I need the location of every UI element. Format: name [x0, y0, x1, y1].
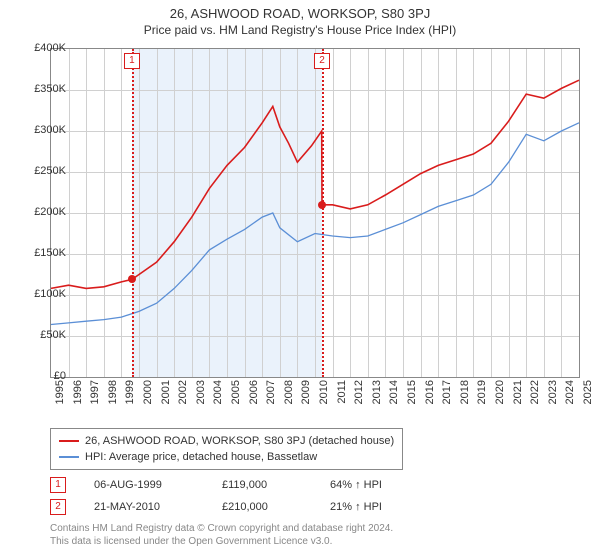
- event-pct: 64% ↑ HPI: [330, 479, 420, 491]
- chart-svg: [51, 49, 579, 377]
- x-tick-label: 2009: [300, 380, 312, 420]
- title-sub: Price paid vs. HM Land Registry's House …: [0, 23, 600, 37]
- footer-line: Contains HM Land Registry data © Crown c…: [50, 522, 393, 535]
- x-tick-label: 2024: [564, 380, 576, 420]
- chart-plot-area: 12: [50, 48, 580, 378]
- x-tick-label: 1999: [124, 380, 136, 420]
- legend: 26, ASHWOOD ROAD, WORKSOP, S80 3PJ (deta…: [50, 428, 403, 470]
- legend-swatch: [59, 456, 79, 458]
- x-tick-label: 2025: [582, 380, 594, 420]
- x-tick-label: 2020: [494, 380, 506, 420]
- x-tick-label: 2010: [318, 380, 330, 420]
- data-marker: [128, 275, 136, 283]
- x-tick-label: 2012: [353, 380, 365, 420]
- x-tick-label: 2000: [142, 380, 154, 420]
- x-tick-label: 2002: [177, 380, 189, 420]
- event-pct: 21% ↑ HPI: [330, 501, 420, 513]
- y-tick-label: £200K: [6, 206, 66, 218]
- series-line-hpi: [51, 123, 579, 325]
- x-tick-label: 1997: [89, 380, 101, 420]
- event-price: £119,000: [222, 479, 302, 491]
- x-tick-label: 2004: [212, 380, 224, 420]
- event-number-box: 2: [50, 499, 66, 515]
- x-tick-label: 2015: [406, 380, 418, 420]
- x-tick-label: 2021: [512, 380, 524, 420]
- data-marker: [318, 201, 326, 209]
- footer-line: This data is licensed under the Open Gov…: [50, 535, 393, 548]
- y-tick-label: £50K: [6, 329, 66, 341]
- event-line: [132, 49, 134, 377]
- x-tick-label: 1998: [107, 380, 119, 420]
- y-tick-label: £100K: [6, 288, 66, 300]
- x-tick-label: 2017: [441, 380, 453, 420]
- y-tick-label: £400K: [6, 42, 66, 54]
- x-tick-label: 2011: [336, 380, 348, 420]
- y-tick-label: £250K: [6, 165, 66, 177]
- x-tick-label: 2005: [230, 380, 242, 420]
- x-tick-label: 2006: [248, 380, 260, 420]
- x-tick-label: 2016: [424, 380, 436, 420]
- x-tick-label: 2023: [547, 380, 559, 420]
- event-price: £210,000: [222, 501, 302, 513]
- y-tick-label: £150K: [6, 247, 66, 259]
- x-tick-label: 2014: [388, 380, 400, 420]
- event-date: 06-AUG-1999: [94, 479, 194, 491]
- x-tick-label: 2019: [476, 380, 488, 420]
- legend-item: HPI: Average price, detached house, Bass…: [59, 449, 394, 465]
- event-marker-box: 1: [124, 53, 140, 69]
- events-table: 1 06-AUG-1999 £119,000 64% ↑ HPI 2 21-MA…: [50, 474, 420, 518]
- x-tick-label: 2007: [265, 380, 277, 420]
- series-line-price_paid: [51, 80, 579, 288]
- y-tick-label: £300K: [6, 124, 66, 136]
- x-tick-label: 2001: [160, 380, 172, 420]
- title-block: 26, ASHWOOD ROAD, WORKSOP, S80 3PJ Price…: [0, 0, 600, 37]
- x-tick-label: 2008: [283, 380, 295, 420]
- legend-label: HPI: Average price, detached house, Bass…: [85, 449, 317, 465]
- legend-label: 26, ASHWOOD ROAD, WORKSOP, S80 3PJ (deta…: [85, 433, 394, 449]
- x-tick-label: 2022: [529, 380, 541, 420]
- title-main: 26, ASHWOOD ROAD, WORKSOP, S80 3PJ: [0, 6, 600, 21]
- event-marker-box: 2: [314, 53, 330, 69]
- x-tick-label: 1996: [72, 380, 84, 420]
- event-row: 2 21-MAY-2010 £210,000 21% ↑ HPI: [50, 496, 420, 518]
- event-number-box: 1: [50, 477, 66, 493]
- x-tick-label: 2018: [459, 380, 471, 420]
- x-tick-label: 2013: [371, 380, 383, 420]
- event-row: 1 06-AUG-1999 £119,000 64% ↑ HPI: [50, 474, 420, 496]
- x-tick-label: 2003: [195, 380, 207, 420]
- event-date: 21-MAY-2010: [94, 501, 194, 513]
- chart-container: 26, ASHWOOD ROAD, WORKSOP, S80 3PJ Price…: [0, 0, 600, 560]
- event-line: [322, 49, 324, 377]
- footer: Contains HM Land Registry data © Crown c…: [50, 522, 393, 548]
- y-tick-label: £350K: [6, 83, 66, 95]
- legend-item: 26, ASHWOOD ROAD, WORKSOP, S80 3PJ (deta…: [59, 433, 394, 449]
- x-tick-label: 1995: [54, 380, 66, 420]
- legend-swatch: [59, 440, 79, 442]
